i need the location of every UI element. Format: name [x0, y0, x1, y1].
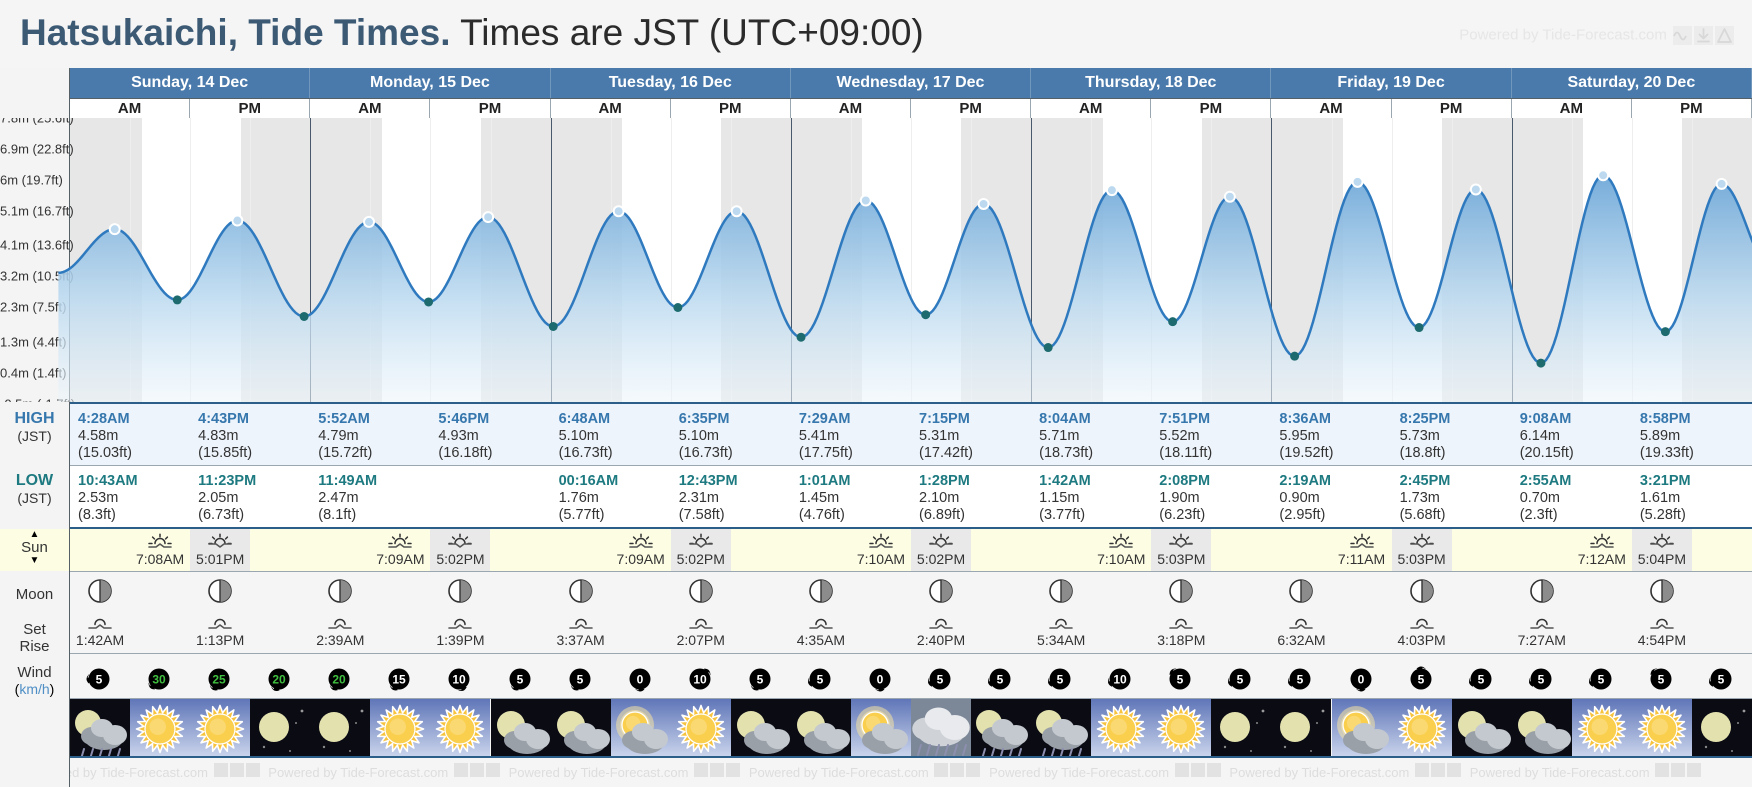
svg-text:5: 5 — [1597, 672, 1604, 686]
svg-text:5: 5 — [96, 672, 103, 686]
svg-text:0: 0 — [1357, 672, 1364, 686]
svg-text:5: 5 — [1417, 672, 1424, 686]
svg-text:5: 5 — [516, 672, 523, 686]
svg-text:5: 5 — [1237, 672, 1244, 686]
svg-text:20: 20 — [333, 672, 347, 686]
svg-text:10: 10 — [693, 672, 707, 686]
svg-text:15: 15 — [393, 672, 407, 686]
svg-text:10: 10 — [1114, 672, 1128, 686]
svg-text:5: 5 — [1718, 672, 1725, 686]
svg-text:5: 5 — [937, 672, 944, 686]
svg-text:5: 5 — [1057, 672, 1064, 686]
svg-text:5: 5 — [1297, 672, 1304, 686]
svg-text:5: 5 — [756, 672, 763, 686]
svg-text:5: 5 — [1177, 672, 1184, 686]
svg-text:0: 0 — [636, 672, 643, 686]
svg-text:25: 25 — [212, 672, 226, 686]
svg-text:20: 20 — [273, 672, 287, 686]
svg-text:5: 5 — [1537, 672, 1544, 686]
svg-text:5: 5 — [1477, 672, 1484, 686]
svg-text:0: 0 — [877, 672, 884, 686]
svg-text:5: 5 — [997, 672, 1004, 686]
svg-text:5: 5 — [1658, 672, 1665, 686]
svg-text:30: 30 — [152, 672, 166, 686]
svg-text:10: 10 — [453, 672, 467, 686]
svg-text:5: 5 — [817, 672, 824, 686]
svg-text:5: 5 — [576, 672, 583, 686]
